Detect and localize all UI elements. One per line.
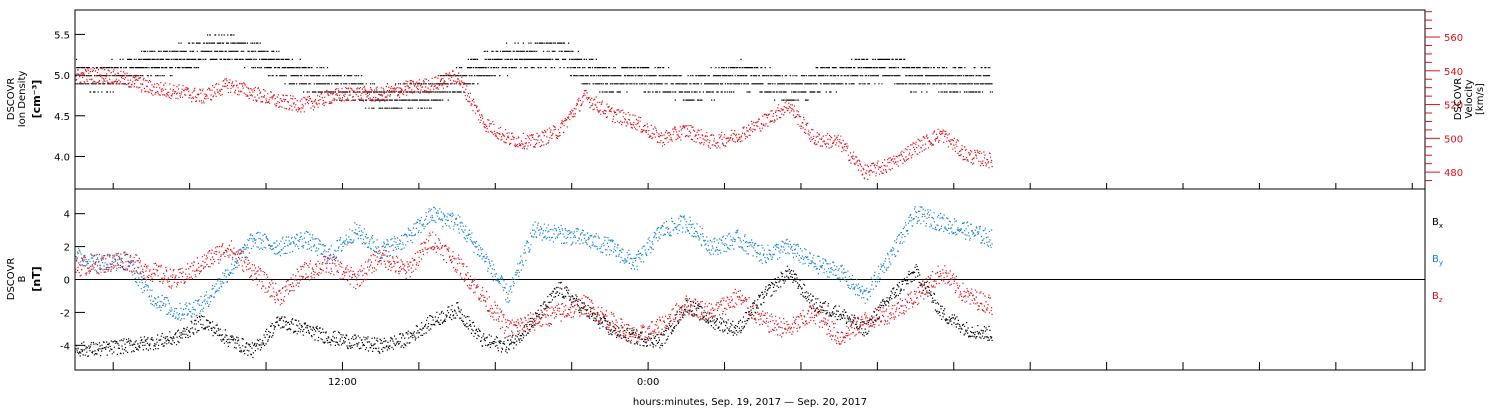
top-ylabel-unit: [cm⁻³] bbox=[30, 80, 43, 119]
panel-top-frame bbox=[74, 9, 1426, 190]
legend-bz: Bz bbox=[1432, 291, 1443, 304]
bottom-left-axis: -4 -2 0 2 4 bbox=[60, 210, 85, 352]
bottom-panel-series bbox=[75, 206, 993, 359]
top-left-tick-label: 5.5 bbox=[54, 30, 70, 41]
legend: Bx By Bz bbox=[1432, 217, 1443, 304]
top-right-tick-label: 520 bbox=[1444, 101, 1463, 112]
top-ylabel-line2: Ion Density bbox=[17, 71, 28, 128]
series-ion-density-points bbox=[75, 34, 993, 109]
series-by-points bbox=[75, 206, 993, 321]
x-tick-label: 0:00 bbox=[637, 377, 659, 388]
top-y2label-line1: DSCOVR bbox=[1453, 78, 1464, 121]
legend-bz-sub: z bbox=[1439, 296, 1443, 304]
legend-by: By bbox=[1432, 254, 1443, 267]
series-bx-points bbox=[75, 264, 993, 359]
series-ion-density bbox=[75, 34, 993, 109]
series-velocity bbox=[75, 67, 993, 180]
bottom-left-tick-label: 0 bbox=[64, 276, 70, 287]
top-y2label-line2: Velocity bbox=[1464, 79, 1475, 118]
top-right-tick-label: 500 bbox=[1444, 134, 1463, 145]
top-left-tick-label: 4.5 bbox=[54, 112, 70, 123]
legend-bx: Bx bbox=[1432, 217, 1443, 230]
series-by bbox=[75, 206, 993, 321]
bottom-left-tick-label: -4 bbox=[60, 341, 70, 352]
bottom-ylabel-line2: B bbox=[17, 275, 28, 282]
top-right-tick-label: 480 bbox=[1444, 168, 1463, 179]
top-left-tick-label: 4.0 bbox=[54, 152, 70, 163]
legend-bx-sub: x bbox=[1439, 222, 1443, 230]
series-velocity-points bbox=[75, 67, 993, 180]
bottom-left-tick-label: 2 bbox=[64, 243, 70, 254]
top-left-tick-label: 5.0 bbox=[54, 71, 70, 82]
top-panel-series bbox=[75, 34, 993, 180]
legend-bx-base: B bbox=[1432, 217, 1439, 228]
top-ylabel-line1: DSCOVR bbox=[6, 78, 17, 121]
legend-by-sub: y bbox=[1439, 259, 1443, 267]
top-right-axis: 480 500 520 540 560 bbox=[1425, 11, 1463, 182]
bottom-left-tick-label: 4 bbox=[64, 210, 70, 221]
x-axis: 12:00 0:00 bbox=[112, 183, 1413, 388]
bottom-left-tick-label: -2 bbox=[60, 308, 70, 319]
top-left-axis: 4.0 4.5 5.0 5.5 bbox=[54, 30, 85, 163]
top-right-tick-label: 560 bbox=[1444, 33, 1463, 44]
bottom-ylabel-unit: [nT] bbox=[30, 266, 43, 291]
top-y2label-line3: [km/s] bbox=[1475, 83, 1486, 115]
legend-bz-base: B bbox=[1432, 291, 1439, 302]
top-right-tick-label: 540 bbox=[1444, 67, 1463, 78]
x-tick-label: 12:00 bbox=[328, 377, 357, 388]
bottom-ylabel-line1: DSCOVR bbox=[6, 258, 17, 301]
x-axis-label: hours:minutes, Sep. 19, 2017 — Sep. 20, … bbox=[633, 397, 867, 408]
legend-by-base: B bbox=[1432, 254, 1439, 265]
series-bx bbox=[75, 264, 993, 359]
